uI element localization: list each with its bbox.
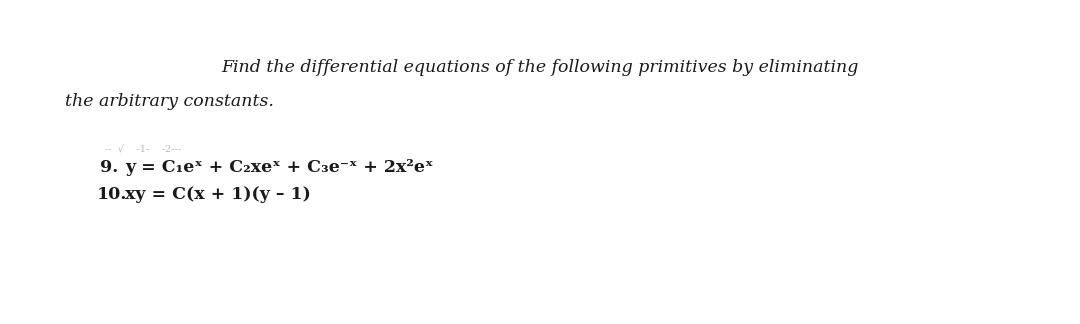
- Text: Find the differential equations of the following primitives by eliminating: Find the differential equations of the f…: [221, 59, 859, 76]
- Text: 10.: 10.: [97, 186, 127, 203]
- Text: 9.: 9.: [100, 159, 118, 176]
- Text: --  √    -1-    -2---: -- √ -1- -2---: [105, 145, 181, 154]
- Text: the arbitrary constants.: the arbitrary constants.: [65, 93, 274, 110]
- Text: y = C₁eˣ + C₂xeˣ + C₃e⁻ˣ + 2x²eˣ: y = C₁eˣ + C₂xeˣ + C₃e⁻ˣ + 2x²eˣ: [125, 159, 433, 176]
- Text: xy = C(x + 1)(y – 1): xy = C(x + 1)(y – 1): [125, 186, 311, 203]
